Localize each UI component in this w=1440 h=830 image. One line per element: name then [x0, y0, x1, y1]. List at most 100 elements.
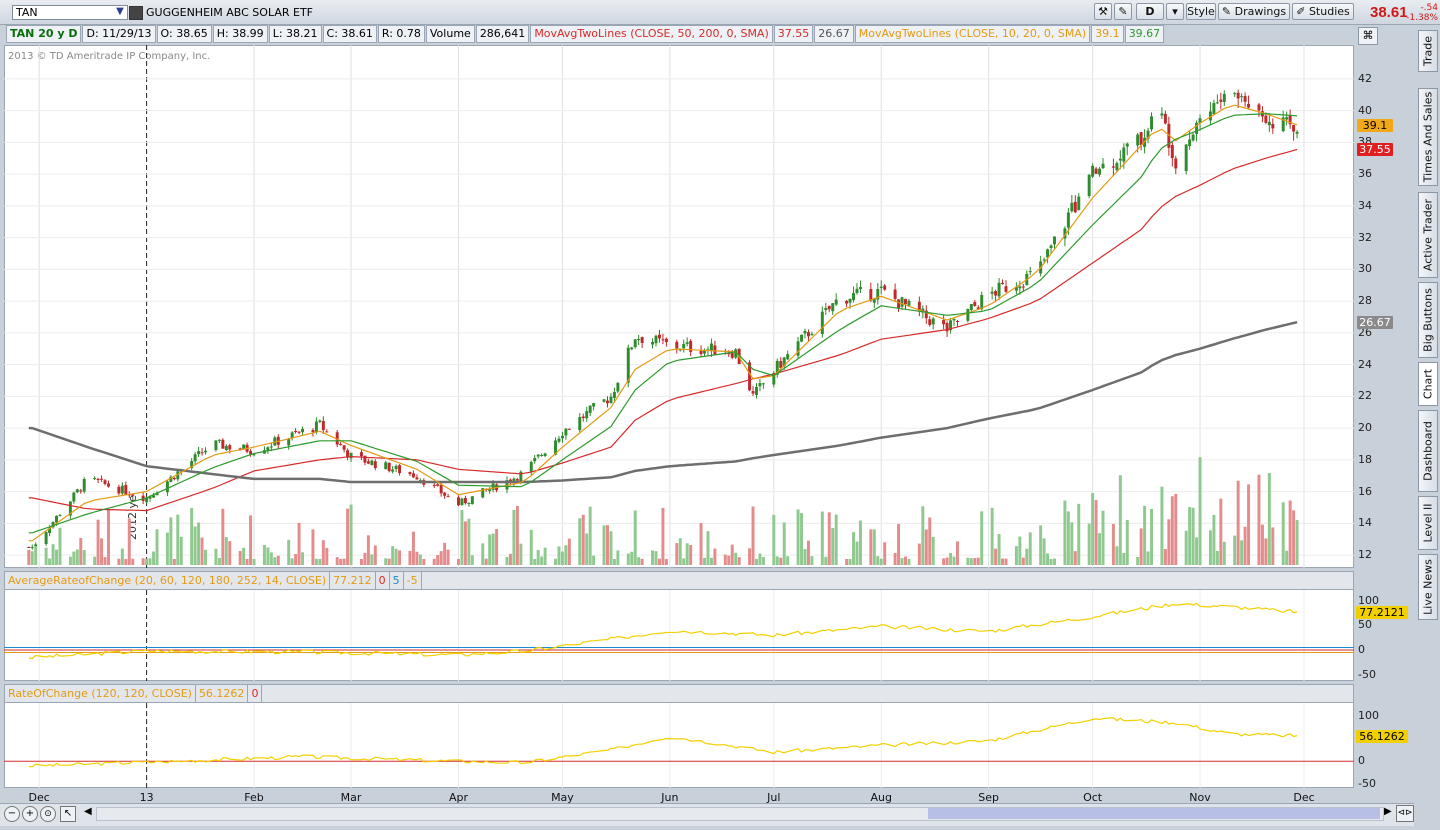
volume-bar	[387, 558, 391, 565]
net-change: -.54	[1420, 3, 1438, 13]
candle-body	[1098, 168, 1102, 175]
volume-bar	[883, 542, 887, 565]
volume-bar	[249, 515, 253, 565]
candle-body	[1240, 96, 1244, 98]
candle-body	[408, 472, 412, 475]
volume-bar	[481, 543, 485, 565]
price-tick-label: 28	[1358, 294, 1372, 308]
volume-bar	[266, 547, 270, 565]
volume-bar	[616, 550, 620, 565]
volume-bar	[394, 548, 398, 565]
candle-body	[640, 337, 644, 343]
candle-body	[321, 421, 325, 431]
volume-bar	[58, 527, 62, 565]
volume-bar	[1039, 525, 1043, 565]
volume-bar	[311, 529, 315, 565]
volume-bar	[30, 551, 34, 565]
candle-body	[630, 347, 634, 350]
symbol-dropdown-icon[interactable]: ▼	[116, 6, 124, 17]
candle-body	[27, 547, 31, 549]
candle-body	[664, 338, 668, 343]
zoom-fit-icon[interactable]: ⊙	[40, 806, 56, 822]
volume-bar	[907, 558, 911, 565]
volume-bar	[120, 548, 124, 565]
scrollbar-thumb[interactable]	[928, 808, 1380, 819]
ma10-badge: 39.1	[1357, 118, 1393, 132]
indicator-tick-label: 0	[1358, 643, 1365, 656]
volume-bar	[1260, 524, 1264, 565]
candle-body	[204, 450, 207, 453]
candle-body	[1146, 130, 1150, 139]
side-tab-chart[interactable]: Chart	[1418, 362, 1438, 406]
ma1-name[interactable]: MovAvgTwoLines (CLOSE, 50, 200, 0, SMA)	[530, 25, 773, 43]
period-button[interactable]: D	[1136, 3, 1164, 20]
volume-bar	[1063, 500, 1067, 565]
candle-body	[1066, 212, 1070, 228]
pointer-icon[interactable]: ↖	[60, 806, 76, 822]
volume-bar	[806, 540, 810, 565]
candle-body	[145, 497, 149, 503]
side-tab-live-news[interactable]: Live News	[1418, 554, 1438, 620]
volume-bar	[917, 543, 921, 565]
volume-bar	[606, 525, 609, 565]
style-menu[interactable]: Style	[1186, 3, 1216, 20]
roc-name[interactable]: RateOfChange (120, 120, CLOSE)	[5, 685, 196, 702]
link-icon[interactable]	[129, 6, 143, 20]
x-tick-label: 13	[139, 791, 154, 804]
side-tab-big-buttons[interactable]: Big Buttons	[1418, 282, 1438, 358]
info-range: R: 0.78	[377, 25, 425, 43]
volume-bar	[1014, 546, 1018, 565]
candle-body	[928, 319, 932, 325]
x-tick-label: May	[551, 791, 574, 804]
arc-name[interactable]: AverageRateofChange (20, 60, 120, 180, 2…	[5, 572, 331, 589]
candle-body	[883, 285, 887, 290]
volume-bar	[221, 508, 225, 565]
volume-bar	[373, 545, 377, 565]
volume-bar	[262, 545, 266, 565]
chart-title: TAN 20 y D	[6, 25, 82, 43]
expand-icon[interactable]: ⊲⊳	[1396, 805, 1414, 822]
candle-body	[824, 307, 828, 310]
volume-bar	[848, 558, 852, 565]
side-tab-times-and-sales[interactable]: Times And Sales	[1418, 88, 1438, 186]
side-tab-dashboard[interactable]: Dashboard	[1418, 410, 1438, 492]
candle-body	[1191, 134, 1195, 141]
volume-label: Volume	[425, 25, 475, 43]
candle-body	[107, 483, 110, 487]
zoom-out-icon[interactable]: −	[4, 806, 20, 822]
scroll-left-icon[interactable]: ◀	[84, 806, 92, 817]
settings-icon[interactable]: ✎	[1114, 3, 1132, 20]
symbol-input[interactable]: TAN	[12, 5, 128, 20]
side-tab-trade[interactable]: Trade	[1418, 30, 1438, 72]
candle-body	[758, 383, 762, 387]
candle-body	[1243, 96, 1247, 102]
drawing-tool-icon[interactable]: ⚒	[1094, 3, 1112, 20]
candle-body	[540, 454, 544, 456]
chart-settings-icon[interactable]: ⌘	[1358, 27, 1378, 45]
volume-bar	[224, 537, 228, 565]
candle-body	[858, 286, 862, 290]
side-tab-active-trader[interactable]: Active Trader	[1418, 192, 1438, 278]
candle-body	[626, 347, 630, 383]
volume-bar	[876, 556, 880, 565]
candle-body	[366, 461, 370, 464]
volume-bar	[1098, 533, 1102, 565]
candle-body	[761, 383, 765, 385]
share-icon[interactable]: ▾	[1166, 3, 1184, 20]
side-tab-level-ii[interactable]: Level II	[1418, 496, 1438, 550]
scroll-right-icon[interactable]: ▶	[1384, 806, 1392, 817]
volume-bar	[432, 558, 436, 565]
candle-body	[685, 342, 689, 344]
drawings-menu[interactable]: ✎ Drawings	[1218, 3, 1290, 20]
candle-body	[976, 307, 980, 310]
studies-menu[interactable]: ✐ Studies	[1292, 3, 1354, 20]
candle-body	[100, 478, 104, 480]
candle-body	[519, 471, 523, 482]
volume-bar	[626, 553, 630, 565]
zoom-in-icon[interactable]: +	[22, 806, 38, 822]
candle-body	[318, 420, 322, 422]
candle-body	[1125, 143, 1129, 147]
volume-bar	[682, 558, 686, 565]
ma2-name[interactable]: MovAvgTwoLines (CLOSE, 10, 20, 0, SMA)	[854, 25, 1091, 43]
volume-bar	[1094, 500, 1098, 565]
